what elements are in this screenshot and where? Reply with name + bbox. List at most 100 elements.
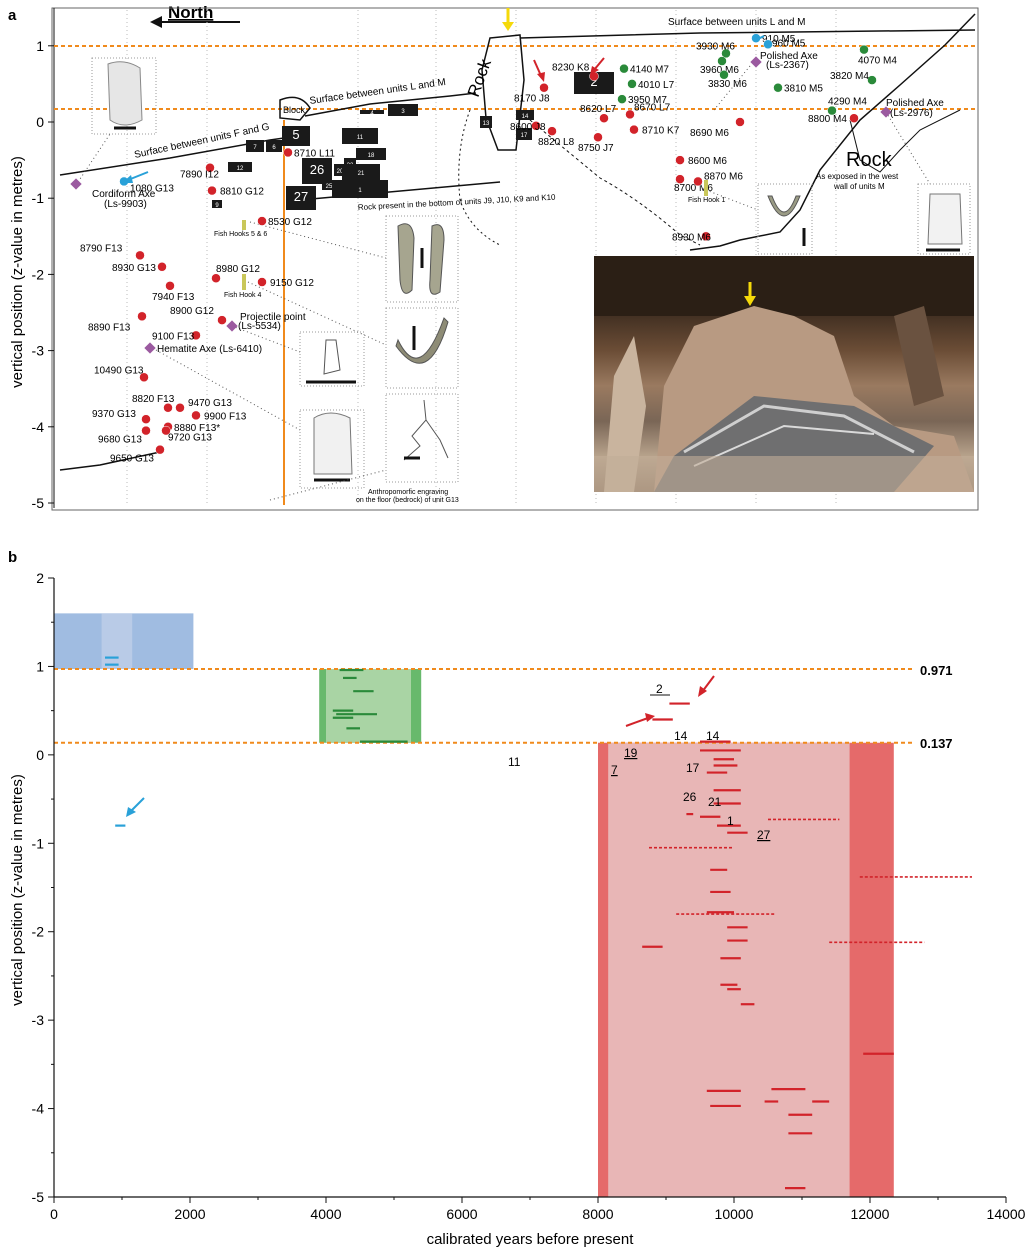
sample-point bbox=[763, 39, 773, 50]
y-tick-label: -3 bbox=[32, 343, 45, 359]
block-6 bbox=[266, 140, 282, 152]
sample-label: 960 M5 bbox=[772, 38, 806, 49]
y-tick-label: -4 bbox=[32, 1101, 45, 1117]
panel-b-axes: 210-1-2-3-4-50 2000 4000 6000 8000 10000 12000… bbox=[32, 570, 1026, 1222]
artifact-diamond bbox=[226, 320, 238, 332]
sample-point bbox=[217, 315, 227, 325]
block-number: 6 bbox=[272, 145, 276, 151]
range-annotations: 2 14 14 19 7 17 26 21 1 27 11 0.971 0.13… bbox=[508, 663, 953, 842]
annotation-14a: 14 bbox=[674, 729, 688, 743]
surface-label-top: Surface between units L and M bbox=[668, 17, 806, 28]
sample-point bbox=[135, 250, 145, 261]
sample-point bbox=[161, 425, 171, 436]
panel-b: b 210-1-2-3-4-50 2000 4000 6000 8000 10000 120… bbox=[8, 549, 1026, 1248]
sample-label: 7890 I12 bbox=[180, 170, 219, 181]
reference-lines bbox=[54, 667, 912, 744]
y-tick-label: 2 bbox=[36, 570, 44, 586]
sample-point bbox=[849, 113, 859, 123]
sample-label: 9370 G13 bbox=[92, 409, 136, 420]
sample-point bbox=[141, 425, 151, 436]
panel-a-arrows bbox=[122, 35, 765, 183]
sample-point bbox=[165, 281, 175, 291]
sample-point bbox=[599, 113, 609, 123]
sample-point bbox=[157, 262, 167, 272]
sample-label: 9100 F13 bbox=[152, 331, 195, 342]
annotation-19: 19 bbox=[624, 746, 638, 760]
annotation-26: 26 bbox=[683, 790, 697, 804]
panel-b-label: b bbox=[8, 549, 17, 566]
cordiform-axe-code: (Ls-9903) bbox=[104, 199, 147, 210]
surface-label-mid: Surface between units L and M bbox=[309, 77, 447, 107]
sample-label: 3960 M6 bbox=[700, 65, 739, 76]
ref-label-lower: 0.137 bbox=[920, 736, 953, 751]
block-1 bbox=[332, 180, 388, 198]
sample-point bbox=[207, 185, 217, 196]
fish-hook-markers bbox=[242, 180, 708, 290]
sample-point bbox=[283, 147, 293, 158]
sample-point bbox=[211, 273, 221, 283]
panel-b-arrows bbox=[126, 675, 715, 817]
north-arrow: North bbox=[150, 3, 240, 28]
site-photo bbox=[594, 256, 974, 492]
sample-label: 8900 G12 bbox=[170, 306, 214, 317]
red-band-inner bbox=[608, 742, 850, 1197]
panel-b-ylabel: vertical position (z-value in metres) bbox=[9, 774, 26, 1006]
panel-b-xlabel: calibrated years before present bbox=[427, 1231, 635, 1248]
surface-lines bbox=[59, 13, 976, 471]
sample-label: 9900 F13 bbox=[204, 411, 247, 422]
block-number: 20 bbox=[337, 169, 344, 175]
y-tick-label: -3 bbox=[32, 1012, 45, 1028]
sample-point bbox=[141, 414, 151, 424]
block-25 bbox=[322, 180, 336, 190]
sample-label: 8810 G12 bbox=[220, 187, 264, 198]
sample-label: 8820 L8 bbox=[538, 137, 575, 148]
photo-yellow-arrow bbox=[744, 282, 756, 306]
y-tick-label: 1 bbox=[36, 658, 44, 674]
polished-axe-1-label: Polished Axe bbox=[760, 51, 818, 62]
artifact-drawings bbox=[107, 61, 963, 482]
dashed-boundary bbox=[458, 109, 501, 246]
sample-point bbox=[205, 162, 215, 173]
sample-label: 8800 M4 bbox=[808, 114, 847, 125]
block-26 bbox=[302, 158, 332, 184]
north-label: North bbox=[168, 3, 213, 22]
sample-point bbox=[859, 44, 869, 55]
sample-point bbox=[155, 444, 165, 455]
fish-hooks-5-6-label: Fish Hooks 5 & 6 bbox=[214, 231, 267, 238]
sample-label: 4070 M4 bbox=[858, 56, 897, 67]
cordiform-axe-label: Cordiform Axe bbox=[92, 189, 156, 200]
sample-label: 4290 M4 bbox=[828, 97, 867, 108]
block-number: 5 bbox=[292, 127, 299, 142]
sample-label: 3950 M7 bbox=[628, 95, 667, 106]
sample-label: 8710 L11 bbox=[294, 148, 335, 159]
panel-a-ylabel: vertical position (z-value in metres) bbox=[9, 156, 26, 388]
sample-point bbox=[257, 277, 267, 287]
ref-label-upper: 0.971 bbox=[920, 663, 953, 678]
fish-hook-1-label: Fish Hook 1 bbox=[688, 197, 725, 204]
block-number: 4 bbox=[370, 111, 374, 117]
sample-label: 8930 M6 bbox=[672, 232, 711, 243]
sample-point bbox=[139, 372, 149, 383]
artifact-diamond bbox=[70, 178, 82, 190]
sample-point bbox=[867, 75, 877, 85]
sample-point bbox=[619, 63, 629, 74]
sample-point bbox=[175, 403, 185, 413]
projectile-point-code: (Ls-5534) bbox=[238, 321, 281, 332]
artifact-diamond bbox=[144, 342, 156, 354]
block-number: 14 bbox=[522, 114, 529, 120]
sample-label: 8980 G12 bbox=[216, 264, 260, 275]
y-tick-label: -4 bbox=[32, 419, 45, 435]
x-tick-label: 14000 bbox=[987, 1206, 1026, 1222]
block-number: 18 bbox=[368, 153, 375, 159]
sample-point bbox=[625, 109, 635, 120]
sample-label: 1080 G13 bbox=[130, 183, 174, 194]
sample-label: 3830 M6 bbox=[708, 79, 747, 90]
sample-label: 9720 G13 bbox=[168, 433, 212, 444]
block-17 bbox=[516, 128, 532, 140]
sample-point bbox=[629, 124, 639, 135]
engraving-line1: Anthropomorfic engraving bbox=[368, 489, 448, 496]
panel-a-y-axis: 1 0 -1 -2 -3 -4 -5 bbox=[32, 8, 55, 511]
sample-label: 9470 G13 bbox=[188, 398, 232, 409]
x-tick-label: 10000 bbox=[715, 1206, 754, 1222]
